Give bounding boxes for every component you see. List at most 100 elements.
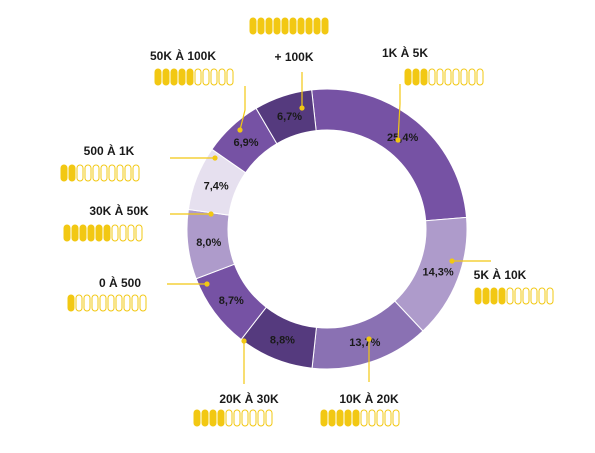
coin-stack-icon-row [474,287,554,305]
leader-dot [212,155,218,161]
coin-stack-icon [546,287,554,305]
coin-stack-icon [154,68,162,86]
coin-stack-icon [328,409,336,427]
coin-stack-icon [474,287,482,305]
leader-dot [299,105,305,111]
coin-stack-icon [115,294,123,312]
coin-stack-icon [384,409,392,427]
coin-stack-icon [178,68,186,86]
coin-stack-icon [336,409,344,427]
donut-slice [255,89,317,145]
slice-value-label: 13,7% [349,337,380,349]
category-label: 5K À 10K [474,267,527,282]
coin-stack-icon [404,68,412,86]
coin-stack-icon [249,17,257,35]
leader-line [397,84,401,141]
coin-stack-icon [428,68,436,86]
coin-stack-icon [273,17,281,35]
coin-stack-icon [95,224,103,242]
coin-stack-icon [100,164,108,182]
category-label: 1K À 5K [382,45,428,60]
coin-stack-icon [127,224,135,242]
leader-dot [204,281,210,287]
category-label: 50K À 100K [150,48,216,63]
coin-stack-icon [412,68,420,86]
coin-stack-icon [60,164,68,182]
leader-dot [395,137,401,143]
coin-stack-icon-row [154,68,234,86]
coin-stack-icon [92,164,100,182]
coin-stack-icon [79,224,87,242]
leader-dot [366,336,372,342]
coin-stack-icon [83,294,91,312]
coin-stack-icon [233,409,241,427]
coin-stack-icon [139,294,147,312]
coin-stack-icon [265,17,273,35]
coin-stack-icon [530,287,538,305]
coin-stack-icon [320,409,328,427]
coin-stack-icon [265,409,273,427]
coin-stack-icon [313,17,321,35]
coin-stack-icon [476,68,484,86]
coin-stack-icon [119,224,127,242]
coin-stack-icon [209,409,217,427]
coin-stack-icon [297,17,305,35]
slice-value-label: 6,7% [277,111,302,123]
coin-stack-icon [124,164,132,182]
coin-stack-icon [84,164,92,182]
coin-stack-icon [210,68,218,86]
coin-stack-icon [194,68,202,86]
coin-stack-icon-row [60,164,140,182]
coin-stack-icon [522,287,530,305]
coin-stack-icon [490,287,498,305]
coin-stack-icon [103,224,111,242]
coin-stack-icon [368,409,376,427]
coin-stack-icon [201,409,209,427]
category-label: 0 À 500 [99,275,141,290]
coin-stack-icon [123,294,131,312]
slice-value-label: 8,7% [219,295,244,307]
coin-stack-icon [360,409,368,427]
coin-stack-icon [321,17,329,35]
coin-stack-icon [68,164,76,182]
slice-value-label: 25,4% [387,132,418,144]
coin-stack-icon [217,409,225,427]
coin-stack-icon [305,17,313,35]
coin-stack-icon [218,68,226,86]
coin-stack-icon [498,287,506,305]
coin-stack-icon [514,287,522,305]
coin-stack-icon [376,409,384,427]
coin-stack-icon [281,17,289,35]
coin-stack-icon [444,68,452,86]
coin-stack-icon [131,294,139,312]
coin-stack-icon [91,294,99,312]
category-label: + 100K [274,50,313,64]
coin-stack-icon [75,294,83,312]
coin-stack-icon [186,68,194,86]
leader-line [239,86,246,131]
coin-stack-icon [135,224,143,242]
leader-dot [237,127,243,133]
coin-stack-icon-row [63,224,143,242]
coin-stack-icon [460,68,468,86]
coin-stack-icon [107,294,115,312]
coin-stack-icon [289,17,297,35]
donut-slices [186,88,468,370]
coin-stack-icon [241,409,249,427]
coin-stack-icon-row [320,409,400,427]
coin-stack-icon [71,224,79,242]
coin-stack-icon [468,68,476,86]
coin-stack-icon [257,17,265,35]
coin-stack-icon [202,68,210,86]
coin-stack-icon [452,68,460,86]
coin-stack-icon [344,409,352,427]
slice-value-label: 6,9% [233,137,258,149]
coin-stack-icon [76,164,84,182]
coin-stack-icon [249,409,257,427]
slice-value-label: 8,8% [270,334,295,346]
coin-stack-icon [436,68,444,86]
coin-stack-icon-row [249,17,329,35]
coin-stack-icon [392,409,400,427]
coin-stack-icon [162,68,170,86]
